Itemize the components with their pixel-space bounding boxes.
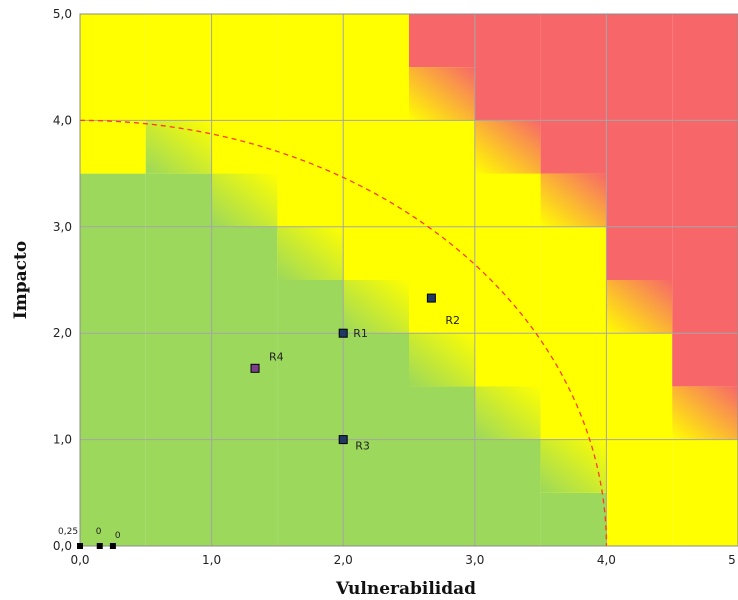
origin-point-label: 0 bbox=[96, 527, 102, 537]
x-tick-label: 3,0 bbox=[465, 553, 484, 567]
origin-points: 0,25 0 0 bbox=[58, 527, 121, 549]
origin-point bbox=[109, 543, 116, 549]
grid-lines bbox=[80, 14, 738, 546]
data-label-r1: R1 bbox=[353, 327, 368, 340]
zone-low bbox=[409, 386, 475, 546]
zone-low-medium-transition bbox=[211, 173, 278, 227]
zone-high bbox=[409, 14, 475, 68]
data-point-r1 bbox=[338, 328, 348, 338]
x-tick-label: 0,0 bbox=[70, 553, 89, 567]
y-tick-label: 5,0 bbox=[53, 7, 72, 21]
zone-low bbox=[277, 280, 344, 546]
origin-point bbox=[77, 543, 83, 549]
x-tick-label: 5 bbox=[728, 553, 736, 567]
y-tick-label: 1,0 bbox=[53, 433, 72, 447]
zone-high bbox=[672, 14, 738, 387]
x-tick-label: 1,0 bbox=[202, 553, 221, 567]
zone-low-medium-transition bbox=[540, 439, 607, 493]
data-point-r2 bbox=[426, 293, 436, 303]
data-label-r2: R2 bbox=[445, 314, 460, 327]
y-tick-label: 3,0 bbox=[53, 220, 72, 234]
y-tick-label: 0,0 bbox=[53, 539, 72, 553]
zone-high bbox=[540, 14, 607, 174]
zone-low bbox=[211, 226, 278, 546]
x-tick-label: 2,0 bbox=[334, 553, 353, 567]
y-tick-label: 2,0 bbox=[53, 326, 72, 340]
zone-low bbox=[474, 439, 541, 546]
y-axis-title: Impacto bbox=[11, 241, 31, 319]
zone-medium bbox=[80, 14, 146, 174]
zone-medium-high-transition bbox=[672, 386, 738, 440]
zone-low-medium-transition bbox=[474, 386, 541, 440]
zone-medium-high-transition bbox=[474, 120, 541, 174]
plot-frame bbox=[79, 13, 738, 547]
zone-low-medium-transition bbox=[343, 280, 409, 334]
data-label-r4: R4 bbox=[269, 350, 284, 363]
x-tick-labels: 0,0 1,0 2,0 3,0 4,0 5 bbox=[70, 553, 735, 567]
risk-zones bbox=[80, 14, 738, 546]
zone-high bbox=[474, 14, 541, 121]
zone-medium-high-transition bbox=[409, 67, 475, 121]
data-points: R1 R2 R3 R4 bbox=[250, 293, 460, 453]
x-tick-label: 4,0 bbox=[597, 553, 616, 567]
origin-point bbox=[96, 543, 103, 549]
data-label-r3: R3 bbox=[355, 440, 370, 453]
data-point-r4 bbox=[250, 363, 260, 373]
data-point-r3 bbox=[338, 435, 348, 445]
y-tick-labels: 0,0 1,0 2,0 3,0 4,0 5,0 bbox=[53, 7, 72, 553]
zone-low bbox=[145, 173, 212, 546]
x-axis-title: Vulnerabilidad bbox=[335, 579, 476, 599]
origin-point-label: 0,25 bbox=[58, 527, 78, 537]
zone-low bbox=[540, 492, 607, 546]
y-tick-label: 4,0 bbox=[53, 113, 72, 127]
zone-low bbox=[80, 173, 146, 546]
zone-low-medium-transition bbox=[145, 120, 212, 174]
zone-medium-high-transition bbox=[606, 280, 673, 334]
zone-low-medium-transition bbox=[277, 226, 344, 280]
zone-high bbox=[606, 14, 673, 280]
zone-low-medium-transition bbox=[409, 333, 475, 387]
zone-medium-high-transition bbox=[540, 173, 607, 227]
threshold-curve bbox=[79, 119, 608, 547]
origin-point-label: 0 bbox=[115, 531, 121, 541]
